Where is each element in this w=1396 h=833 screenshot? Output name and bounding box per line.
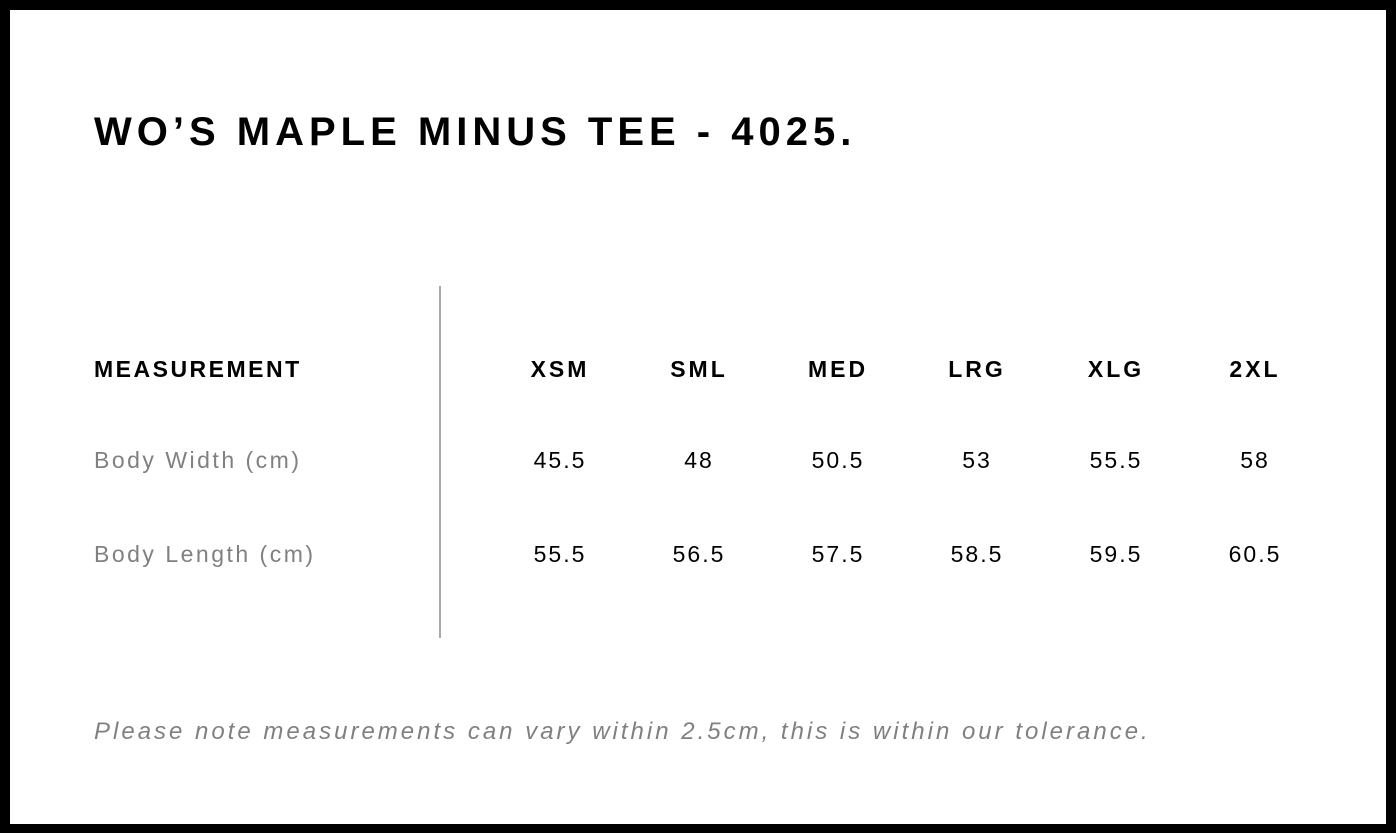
table-header: MEASUREMENT XSM SML MED LRG XLG 2XL	[94, 356, 1344, 386]
row-label: Body Length (cm)	[94, 541, 316, 567]
table-cell: 50.5	[811, 447, 865, 473]
table-cell: 56.5	[672, 541, 726, 567]
size-header: XSM	[530, 356, 590, 382]
table-cell: 55.5	[533, 541, 587, 567]
page-title: WO’S MAPLE MINUS TEE - 4025.	[94, 110, 857, 154]
size-chart-card: WO’S MAPLE MINUS TEE - 4025. MEASUREMENT…	[10, 10, 1386, 824]
table-row: Body Length (cm) 55.5 56.5 57.5 58.5 59.…	[94, 541, 1344, 571]
table-cell: 60.5	[1228, 541, 1282, 567]
size-header: LRG	[948, 356, 1006, 382]
table-cell: 58	[1240, 447, 1270, 473]
table-row: Body Width (cm) 45.5 48 50.5 53 55.5 58	[94, 447, 1344, 477]
table-cell: 57.5	[811, 541, 865, 567]
size-header: XLG	[1087, 356, 1145, 382]
header-label: MEASUREMENT	[94, 356, 302, 382]
size-header: MED	[807, 356, 869, 382]
size-header: SML	[670, 356, 728, 382]
table-cell: 48	[684, 447, 714, 473]
tolerance-note: Please note measurements can vary within…	[94, 718, 1151, 745]
table-cell: 45.5	[533, 447, 587, 473]
size-header: 2XL	[1229, 356, 1281, 382]
table-cell: 55.5	[1089, 447, 1143, 473]
table-cell: 58.5	[950, 541, 1004, 567]
table-cell: 53	[962, 447, 992, 473]
table-cell: 59.5	[1089, 541, 1143, 567]
column-divider	[439, 286, 441, 638]
row-label: Body Width (cm)	[94, 447, 302, 473]
